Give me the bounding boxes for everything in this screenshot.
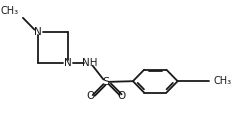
Text: S: S bbox=[103, 77, 110, 87]
Text: O: O bbox=[118, 91, 126, 101]
Text: CH₃: CH₃ bbox=[214, 76, 232, 86]
Text: CH₃: CH₃ bbox=[1, 6, 19, 16]
Text: NH: NH bbox=[82, 58, 97, 68]
Text: O: O bbox=[86, 91, 94, 101]
Text: N: N bbox=[34, 27, 42, 37]
Text: N: N bbox=[64, 58, 72, 68]
